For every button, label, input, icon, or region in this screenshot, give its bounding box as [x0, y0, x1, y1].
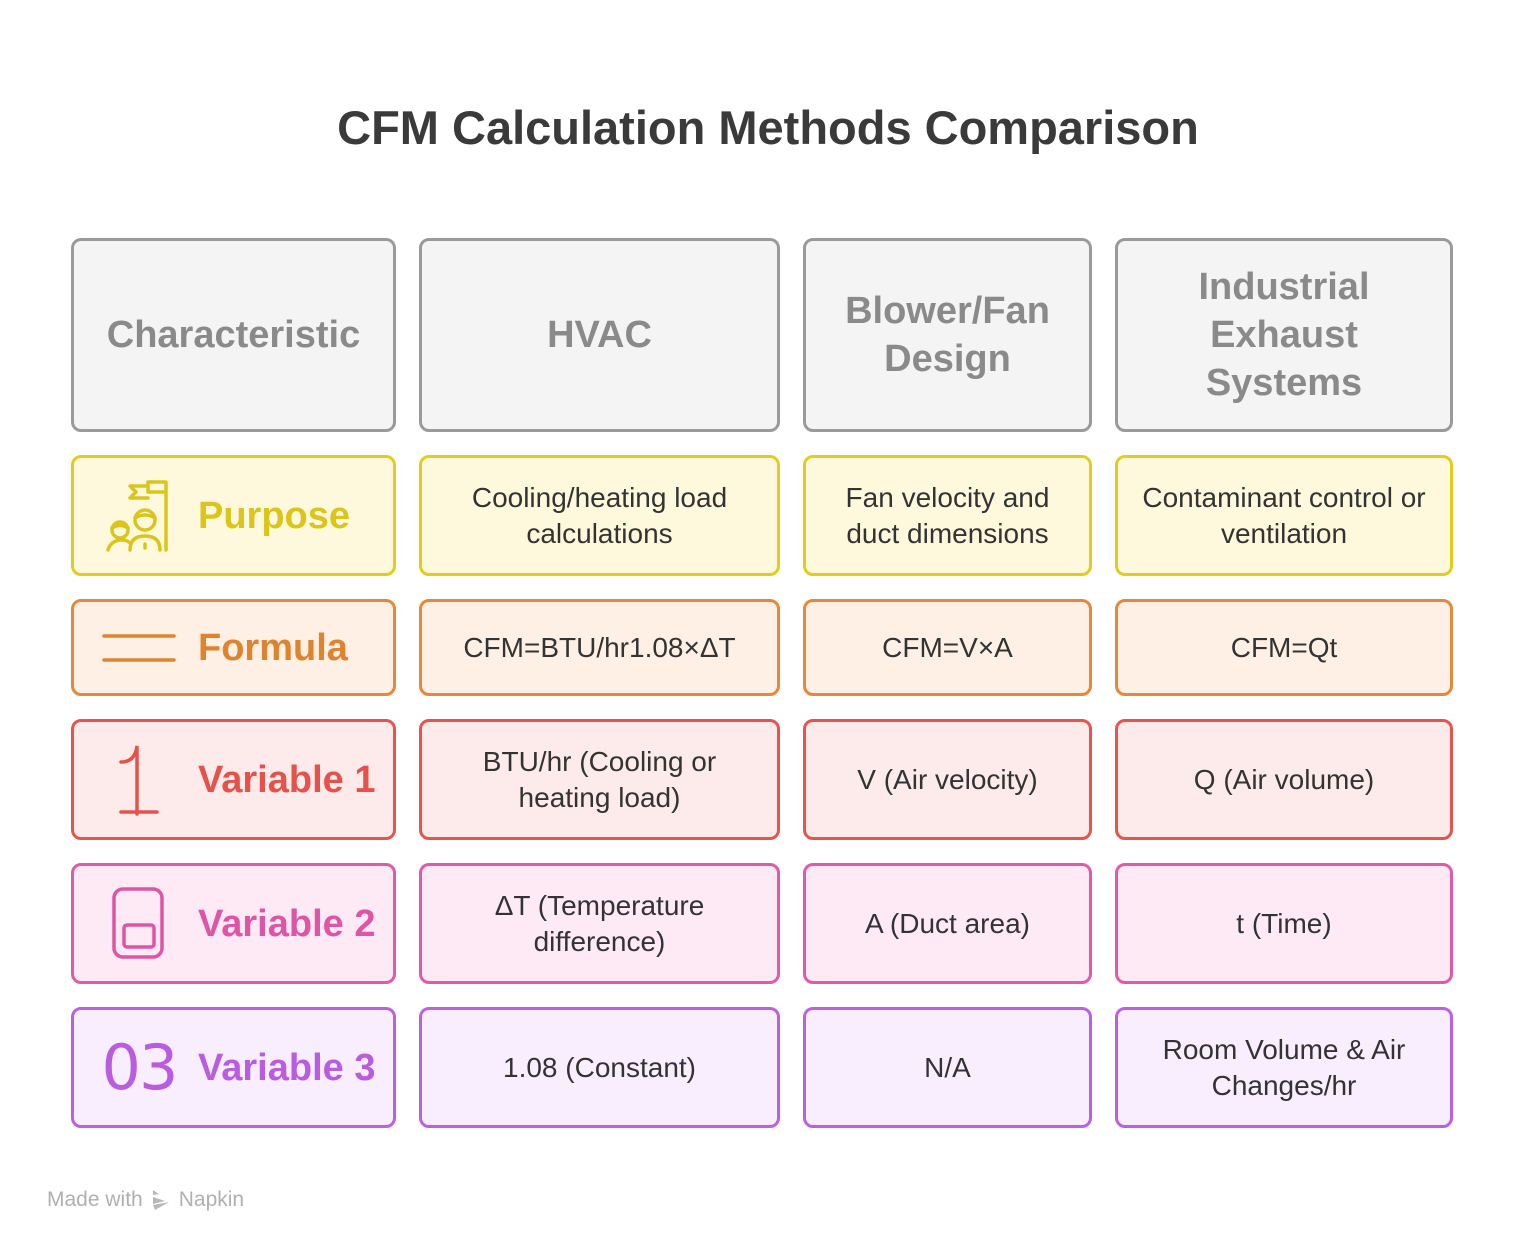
- comparison-table: Characteristic HVAC Blower/Fan Design In…: [71, 238, 1453, 1128]
- napkin-brand-text: Napkin: [178, 1188, 245, 1211]
- made-with-text: Made with: [47, 1188, 143, 1211]
- device-icon: [96, 886, 182, 961]
- row-label-purpose: Purpose: [71, 455, 396, 576]
- row-label-text: Variable 3: [198, 1046, 376, 1089]
- row-label-variable-3: 03 Variable 3: [71, 1007, 396, 1128]
- cell-variable3-industrial: Room Volume & Air Changes/hr: [1115, 1007, 1453, 1128]
- cell-variable2-industrial: t (Time): [1115, 863, 1453, 984]
- row-label-text: Variable 2: [198, 902, 376, 945]
- cell-variable1-hvac: BTU/hr (Cooling or heating load): [419, 719, 780, 840]
- row-label-variable-1: Variable 1: [71, 719, 396, 840]
- header-blower-fan: Blower/Fan Design: [803, 238, 1092, 432]
- header-industrial-exhaust: Industrial Exhaust Systems: [1115, 238, 1453, 432]
- cell-formula-industrial: CFM=Qt: [1115, 599, 1453, 696]
- number-one-icon: [96, 742, 182, 818]
- cell-variable2-blower: A (Duct area): [803, 863, 1092, 984]
- cell-formula-blower: CFM=V×A: [803, 599, 1092, 696]
- row-label-formula: Formula: [71, 599, 396, 696]
- lines-icon: [96, 632, 182, 664]
- cell-purpose-blower: Fan velocity and duct dimensions: [803, 455, 1092, 576]
- number-03-icon: 03: [101, 1030, 179, 1104]
- header-characteristic: Characteristic: [71, 238, 396, 432]
- cell-variable1-industrial: Q (Air volume): [1115, 719, 1453, 840]
- cell-variable1-blower: V (Air velocity): [803, 719, 1092, 840]
- cell-purpose-hvac: Cooling/heating load calculations: [419, 455, 780, 576]
- row-label-text: Variable 1: [198, 758, 376, 801]
- row-label-text: Formula: [198, 626, 348, 669]
- cell-variable2-hvac: ΔT (Temperature difference): [419, 863, 780, 984]
- cell-variable3-blower: N/A: [803, 1007, 1092, 1128]
- napkin-logo-icon: [152, 1190, 169, 1210]
- cell-variable3-hvac: 1.08 (Constant): [419, 1007, 780, 1128]
- made-with-napkin-footer: Made with Napkin: [47, 1188, 244, 1212]
- page-title: CFM Calculation Methods Comparison: [337, 101, 1199, 154]
- team-flag-icon: [96, 478, 182, 554]
- row-label-variable-2: Variable 2: [71, 863, 396, 984]
- row-label-text: Purpose: [198, 494, 351, 537]
- cell-purpose-industrial: Contaminant control or ventilation: [1115, 455, 1453, 576]
- cell-formula-hvac: CFM=BTU/hr1.08×ΔT: [419, 599, 780, 696]
- header-hvac: HVAC: [419, 238, 780, 432]
